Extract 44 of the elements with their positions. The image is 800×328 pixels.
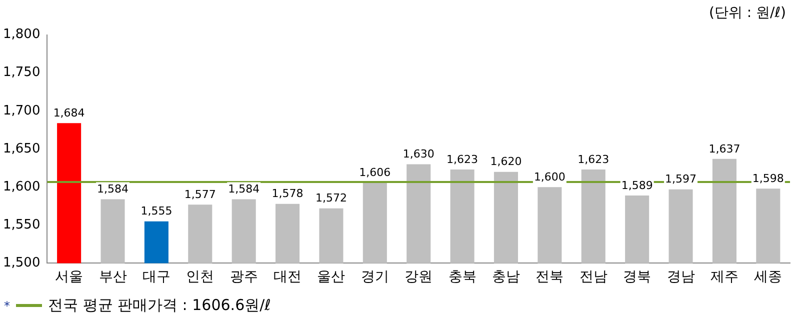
data-label: 1,623 bbox=[446, 152, 478, 166]
x-tick-label: 울산 bbox=[317, 269, 346, 286]
x-tick-label: 서울 bbox=[55, 269, 84, 286]
data-label: 1,578 bbox=[272, 187, 304, 200]
x-tick-label: 전북 bbox=[536, 269, 564, 286]
data-label: 1,584 bbox=[228, 182, 260, 196]
data-label: 1,620 bbox=[490, 155, 522, 168]
x-tick-label: 전남 bbox=[579, 269, 608, 286]
y-tick-label: 1,800 bbox=[3, 27, 40, 42]
x-tick-label: 경남 bbox=[666, 269, 695, 286]
data-label: 1,597 bbox=[665, 172, 697, 186]
data-label: 1,589 bbox=[621, 178, 653, 192]
x-tick-label: 대구 bbox=[142, 269, 170, 286]
y-tick-label: 1,650 bbox=[3, 141, 40, 156]
data-label: 1,584 bbox=[97, 182, 129, 196]
y-tick-label: 1,550 bbox=[3, 218, 40, 233]
x-tick-label: 충북 bbox=[448, 269, 476, 286]
data-label: 1,630 bbox=[402, 148, 434, 161]
data-label: 1,555 bbox=[140, 204, 172, 218]
y-tick-label: 1,700 bbox=[3, 103, 40, 118]
x-tick-label: 경북 bbox=[623, 269, 652, 286]
data-label: 1,637 bbox=[708, 142, 740, 156]
data-label: 1,623 bbox=[578, 152, 610, 166]
x-tick-label: 강원 bbox=[404, 269, 433, 286]
x-tick-label: 세종 bbox=[754, 269, 782, 286]
data-label: 1,577 bbox=[184, 188, 216, 201]
text: (단위 : 원/ℓ) bbox=[708, 4, 786, 22]
x-tick-label: 부산 bbox=[98, 269, 127, 286]
data-label: 1,600 bbox=[534, 170, 566, 184]
x-tick-label: 충남 bbox=[492, 269, 520, 286]
x-tick-label: 인천 bbox=[186, 269, 214, 286]
x-tick-label: 광주 bbox=[230, 269, 258, 286]
x-tick-label: 대전 bbox=[274, 269, 302, 286]
data-label: 1,684 bbox=[53, 106, 85, 120]
y-tick-label: 1,500 bbox=[3, 256, 40, 271]
x-tick-label: 제주 bbox=[710, 269, 738, 286]
text: * bbox=[4, 298, 10, 312]
data-label: 1,598 bbox=[752, 172, 784, 185]
y-tick-label: 1,750 bbox=[3, 65, 40, 80]
data-label: 1,606 bbox=[359, 166, 391, 179]
legend-label: 전국 평균 판매가격 : 1606.6원/ℓ bbox=[48, 296, 271, 315]
x-tick-label: 경기 bbox=[360, 269, 389, 286]
data-label: 1,572 bbox=[315, 192, 347, 205]
y-tick-label: 1,600 bbox=[3, 179, 40, 194]
